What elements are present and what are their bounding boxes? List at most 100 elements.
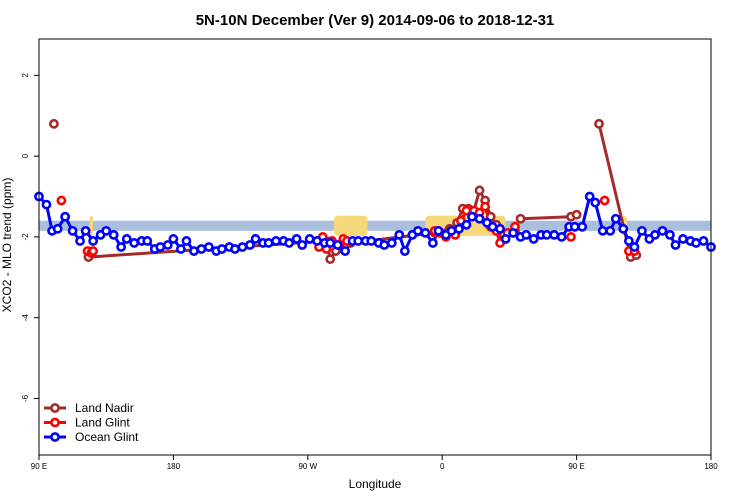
ocean-glint-point-21 (175, 244, 186, 254)
ocean-glint-point-22 (181, 236, 192, 246)
ocean-glint-point-95 (678, 234, 688, 244)
ocean-glint-point-57 (420, 227, 431, 238)
plot-frame (38, 38, 712, 456)
ocean-glint-point-1 (41, 199, 52, 210)
ocean-glint-point-76 (549, 229, 560, 240)
land-nadir-point-19 (515, 213, 526, 224)
ocean-glint-point-12 (116, 242, 127, 252)
land-nadir-point-0 (49, 118, 59, 129)
ocean-glint-point-35 (271, 236, 281, 246)
ocean-glint-point-39 (297, 240, 308, 250)
ocean-glint-point-72 (521, 229, 532, 240)
land-nadir-point-22 (594, 118, 604, 129)
ocean-glint-point-83 (597, 225, 608, 236)
ocean-glint-point-20 (168, 234, 179, 244)
x-tick-label-0: 90 E (31, 462, 47, 471)
axes-layer: 90 E 180 90 W 0 90 E 180 -6 -4 -2 0 2 (21, 38, 718, 471)
ocean-glint-point-25 (203, 242, 214, 252)
ocean-glint-point-3 (52, 223, 63, 234)
x-tick-label-3: 0 (440, 462, 445, 471)
y-tick-label-0: -6 (21, 394, 30, 402)
ocean-glint-point-59 (433, 225, 444, 236)
ocean-glint-point-58 (427, 238, 438, 248)
ocean-glint-point-5 (67, 225, 78, 236)
land-glint-point-20 (480, 201, 491, 212)
ocean-glint-point-88 (629, 242, 640, 252)
ocean-glint-point-13 (121, 234, 132, 244)
ocean-glint-point-19 (162, 240, 173, 250)
land-patch-1 (333, 215, 368, 236)
ocean-glint-point-29 (230, 244, 240, 254)
ocean-glint-point-64 (467, 211, 477, 222)
ocean-glint-point-75 (541, 229, 552, 240)
ocean-glint-point-31 (245, 240, 255, 250)
land-glint-point-26 (566, 232, 576, 242)
legend-marker-1 (50, 417, 60, 428)
ocean-glint-point-24 (196, 244, 207, 254)
ocean-glint-point-69 (500, 234, 511, 244)
ocean-glint-point-10 (101, 225, 112, 236)
ocean-glint-point-56 (413, 225, 423, 236)
ocean-glint-point-27 (217, 244, 227, 254)
y-tick-label-3: 0 (21, 153, 30, 158)
ocean-glint-point-7 (80, 225, 91, 236)
x-tick-label-5: 180 (704, 462, 718, 471)
legend-label-2: Ocean Glint (75, 430, 139, 444)
ocean-glint-point-68 (495, 223, 505, 234)
ocean-glint-point-82 (590, 197, 601, 208)
ocean-glint-point-84 (605, 225, 616, 236)
legend-label-0: Land Nadir (75, 401, 134, 415)
ocean-glint-point-91 (650, 229, 660, 240)
ocean-glint-point-67 (487, 221, 498, 232)
legend-marker-2 (50, 432, 60, 442)
land-nadir-segment-16 (520, 215, 572, 221)
ocean-glint-point-38 (291, 234, 302, 244)
ocean-glint-point-51 (379, 240, 390, 250)
ocean-glint-point-98 (698, 236, 709, 246)
ocean-glint-point-54 (399, 246, 410, 256)
legend-label-1: Land Glint (75, 416, 130, 430)
y-tick-label-4: 2 (21, 73, 30, 78)
land-glint-point-0 (56, 195, 67, 206)
land-nadir-point-13 (474, 185, 485, 196)
ocean-glint-point-45 (340, 246, 351, 256)
ocean-glint-point-85 (610, 213, 621, 224)
ocean-glint-point-32 (250, 234, 261, 244)
x-tick-label-1: 180 (167, 462, 181, 471)
ocean-glint-point-8 (88, 236, 99, 246)
ocean-glint-point-81 (584, 191, 595, 202)
x-tick-label-2: 90 W (298, 462, 317, 471)
ocean-glint-point-52 (386, 238, 397, 248)
data-layer (34, 118, 716, 265)
ocean-glint-point-43 (325, 238, 336, 248)
ocean-glint-point-6 (75, 236, 85, 246)
ocean-glint-point-37 (284, 238, 295, 248)
land-glint-point-3 (88, 246, 99, 256)
ocean-glint-point-87 (623, 236, 634, 246)
land-nadir-point-21 (571, 209, 582, 220)
ocean-glint-point-65 (474, 213, 485, 224)
ocean-glint-point-18 (155, 242, 166, 252)
x-tick-label-4: 90 E (568, 462, 584, 471)
ocean-glint-point-34 (263, 238, 274, 248)
ocean-glint-point-93 (665, 229, 675, 240)
ocean-glint-point-47 (353, 236, 364, 246)
ocean-glint-point-40 (304, 234, 315, 244)
ocean-glint-point-92 (657, 225, 668, 236)
land-nadir-point-3 (325, 254, 336, 265)
ocean-glint-point-11 (108, 229, 119, 240)
chart-title: 5N-10N December (Ver 9) 2014-09-06 to 20… (196, 12, 555, 29)
ocean-glint-point-53 (394, 229, 405, 240)
ocean-glint-point-23 (189, 246, 199, 256)
ocean-glint-point-94 (670, 240, 681, 250)
y-axis-title: XCO2 - MLO trend (ppm) (0, 178, 14, 313)
ocean-glint-point-80 (577, 221, 588, 232)
land-glint-point-27 (599, 195, 610, 206)
ocean-glint-point-44 (332, 240, 343, 250)
y-tick-label-1: -4 (21, 314, 30, 322)
x-axis-title: Longitude (349, 477, 402, 491)
legend-marker-0 (50, 403, 60, 413)
ocean-glint-point-79 (569, 221, 580, 232)
